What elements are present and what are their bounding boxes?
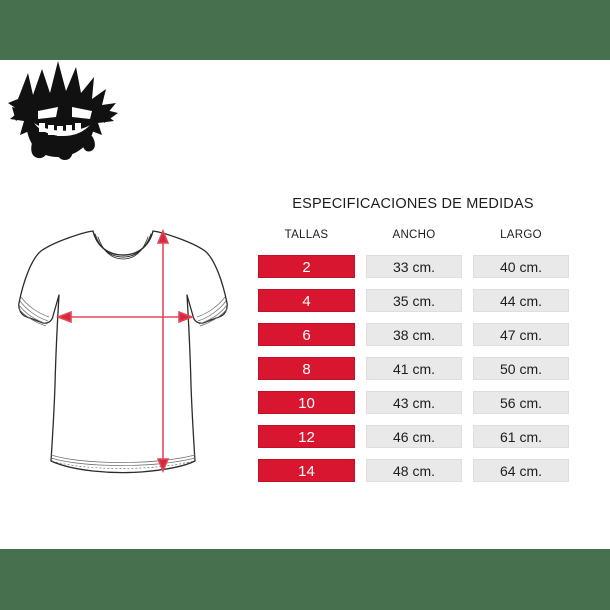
cell-size: 2 [258, 255, 355, 278]
cell-size: 4 [258, 289, 355, 312]
gengar-silhouette-logo [6, 55, 122, 161]
table-row: 4 35 cm. 44 cm. [258, 289, 570, 312]
cell-largo: 40 cm. [473, 255, 569, 278]
cell-ancho: 38 cm. [366, 323, 462, 346]
column-header-tallas: TALLAS [284, 229, 329, 241]
cell-ancho: 33 cm. [366, 255, 462, 278]
column-header-ancho: ANCHO [392, 229, 436, 241]
column-header-largo: LARGO [500, 229, 542, 241]
table-row: 12 46 cm. 61 cm. [258, 425, 570, 448]
cell-largo: 47 cm. [473, 323, 569, 346]
table-row: 14 48 cm. 64 cm. [258, 459, 570, 482]
table-header-row: TALLAS ANCHO LARGO [258, 226, 570, 244]
cell-size: 12 [258, 425, 355, 448]
tshirt-measurement-diagram [15, 225, 231, 487]
cell-ancho: 43 cm. [366, 391, 462, 414]
cell-size: 6 [258, 323, 355, 346]
table-row: 10 43 cm. 56 cm. [258, 391, 570, 414]
cell-largo: 64 cm. [473, 459, 569, 482]
cell-size: 14 [258, 459, 355, 482]
cell-size: 8 [258, 357, 355, 380]
cell-largo: 44 cm. [473, 289, 569, 312]
tshirt-svg [18, 228, 228, 474]
cell-size: 10 [258, 391, 355, 414]
cell-largo: 56 cm. [473, 391, 569, 414]
measurements-table: TALLAS ANCHO LARGO 2 33 cm. 40 cm. 4 35 … [258, 226, 570, 482]
table-row: 2 33 cm. 40 cm. [258, 255, 570, 278]
gengar-logo-svg [8, 61, 118, 160]
cell-ancho: 35 cm. [366, 289, 462, 312]
table-row: 8 41 cm. 50 cm. [258, 357, 570, 380]
cell-largo: 61 cm. [473, 425, 569, 448]
table-row: 6 38 cm. 47 cm. [258, 323, 570, 346]
cell-ancho: 41 cm. [366, 357, 462, 380]
cell-ancho: 46 cm. [366, 425, 462, 448]
page-title: ESPECIFICACIONES DE MEDIDAS [292, 196, 534, 212]
cell-largo: 50 cm. [473, 357, 569, 380]
cell-ancho: 48 cm. [366, 459, 462, 482]
